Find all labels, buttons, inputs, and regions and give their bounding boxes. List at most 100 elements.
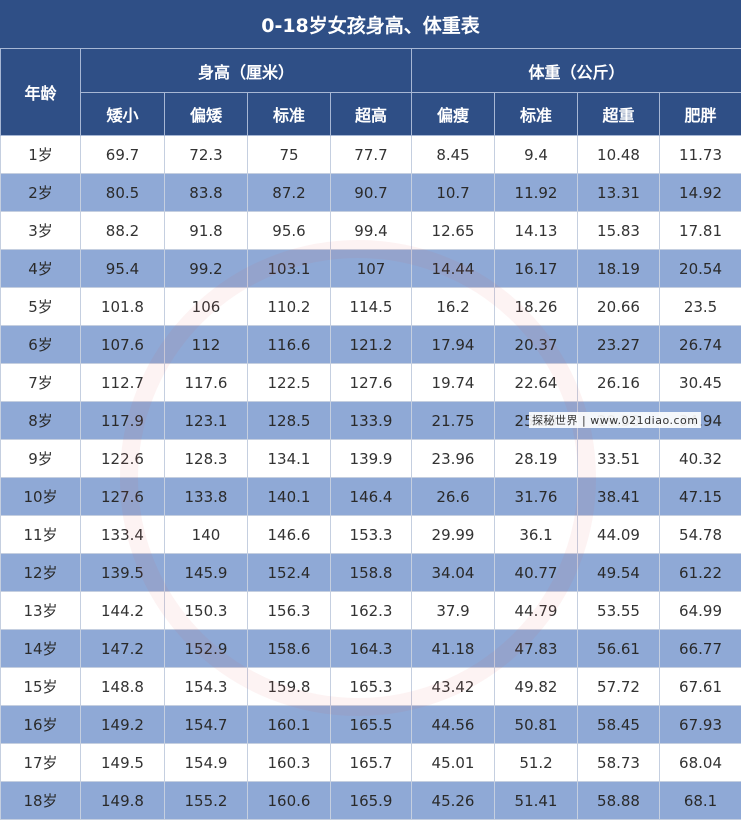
header-col: 超重 xyxy=(577,92,661,136)
age-cell: 15岁 xyxy=(0,667,81,706)
value-cell: 153.3 xyxy=(329,515,413,554)
value-cell: 40.32 xyxy=(659,439,741,478)
value-cell: 30.45 xyxy=(659,363,741,402)
value-cell: 99.2 xyxy=(164,249,248,288)
value-cell: 160.1 xyxy=(247,705,331,744)
value-cell: 112.7 xyxy=(80,363,165,402)
value-cell: 64.99 xyxy=(659,591,741,630)
table-row: 6岁 107.6 112 116.6 121.2 17.94 20.37 23.27 26.74 xyxy=(0,325,741,364)
age-cell: 17岁 xyxy=(0,743,81,782)
value-cell: 14.92 xyxy=(659,173,741,212)
value-cell: 117.6 xyxy=(164,363,248,402)
table-row: 3岁 88.2 91.8 95.6 99.4 12.65 14.13 15.83 17.81 xyxy=(0,211,741,250)
value-cell: 41.18 xyxy=(411,629,496,668)
value-cell: 68.04 xyxy=(659,743,741,782)
header-age: 年龄 xyxy=(0,48,81,136)
value-cell: 10.48 xyxy=(577,135,661,174)
age-cell: 18岁 xyxy=(0,781,81,820)
age-cell: 6岁 xyxy=(0,325,81,364)
value-cell: 10.7 xyxy=(411,173,496,212)
value-cell: 139.5 xyxy=(80,553,165,592)
value-cell: 133.8 xyxy=(164,477,248,516)
value-cell: 87.2 xyxy=(247,173,331,212)
value-cell: 107 xyxy=(329,249,413,288)
value-cell: 156.3 xyxy=(247,591,331,630)
value-cell: 127.6 xyxy=(80,477,165,516)
value-cell: 152.4 xyxy=(247,553,331,592)
age-cell: 10岁 xyxy=(0,477,81,516)
table-row: 17岁 149.5 154.9 160.3 165.7 45.01 51.2 58.73 68.… xyxy=(0,743,741,782)
value-cell: 12.65 xyxy=(411,211,496,250)
value-cell: 159.8 xyxy=(247,667,331,706)
age-cell: 3岁 xyxy=(0,211,81,250)
table-row: 5岁 101.8 106 110.2 114.5 16.2 18.26 20.66 23.5 xyxy=(0,287,741,326)
value-cell: 40.77 xyxy=(494,553,579,592)
value-cell: 149.8 xyxy=(80,781,165,820)
value-cell: 165.3 xyxy=(329,667,413,706)
value-cell: 146.6 xyxy=(247,515,331,554)
value-cell: 37.9 xyxy=(411,591,496,630)
header-col: 标准 xyxy=(247,92,331,136)
table-row: 16岁 149.2 154.7 160.1 165.5 44.56 50.81 58.45 67… xyxy=(0,705,741,744)
value-cell: 58.88 xyxy=(577,781,661,820)
value-cell: 14.13 xyxy=(494,211,579,250)
table-row: 11岁 133.4 140 146.6 153.3 29.99 36.1 44.09 54.78 xyxy=(0,515,741,554)
value-cell: 51.41 xyxy=(494,781,579,820)
age-cell: 7岁 xyxy=(0,363,81,402)
age-cell: 12岁 xyxy=(0,553,81,592)
age-cell: 13岁 xyxy=(0,591,81,630)
value-cell: 75 xyxy=(247,135,331,174)
value-cell: 154.9 xyxy=(164,743,248,782)
value-cell: 11.73 xyxy=(659,135,741,174)
value-cell: 91.8 xyxy=(164,211,248,250)
value-cell: 44.79 xyxy=(494,591,579,630)
table-row: 13岁 144.2 150.3 156.3 162.3 37.9 44.79 53.55 64.… xyxy=(0,591,741,630)
value-cell: 145.9 xyxy=(164,553,248,592)
value-cell: 122.5 xyxy=(247,363,331,402)
value-cell: 8.45 xyxy=(411,135,496,174)
value-cell: 140.1 xyxy=(247,477,331,516)
header-col: 偏瘦 xyxy=(411,92,496,136)
value-cell: 150.3 xyxy=(164,591,248,630)
value-cell: 49.82 xyxy=(494,667,579,706)
value-cell: 45.01 xyxy=(411,743,496,782)
value-cell: 18.19 xyxy=(577,249,661,288)
value-cell: 158.8 xyxy=(329,553,413,592)
header-col: 肥胖 xyxy=(659,92,741,136)
value-cell: 26.74 xyxy=(659,325,741,364)
value-cell: 144.2 xyxy=(80,591,165,630)
age-cell: 8岁 xyxy=(0,401,81,440)
value-cell: 155.2 xyxy=(164,781,248,820)
value-cell: 95.4 xyxy=(80,249,165,288)
value-cell: 128.3 xyxy=(164,439,248,478)
value-cell: 106 xyxy=(164,287,248,326)
value-cell: 149.5 xyxy=(80,743,165,782)
value-cell: 127.6 xyxy=(329,363,413,402)
value-cell: 31.76 xyxy=(494,477,579,516)
age-cell: 14岁 xyxy=(0,629,81,668)
value-cell: 50.81 xyxy=(494,705,579,744)
value-cell: 72.3 xyxy=(164,135,248,174)
value-cell: 26.16 xyxy=(577,363,661,402)
value-cell: 101.8 xyxy=(80,287,165,326)
value-cell: 14.44 xyxy=(411,249,496,288)
value-cell: 45.26 xyxy=(411,781,496,820)
value-cell: 110.2 xyxy=(247,287,331,326)
value-cell: 16.17 xyxy=(494,249,579,288)
value-cell: 47.83 xyxy=(494,629,579,668)
value-cell: 90.7 xyxy=(329,173,413,212)
age-cell: 16岁 xyxy=(0,705,81,744)
value-cell: 164.3 xyxy=(329,629,413,668)
value-cell: 134.1 xyxy=(247,439,331,478)
value-cell: 67.61 xyxy=(659,667,741,706)
value-cell: 54.78 xyxy=(659,515,741,554)
value-cell: 57.72 xyxy=(577,667,661,706)
value-cell: 19.74 xyxy=(411,363,496,402)
value-cell: 77.7 xyxy=(329,135,413,174)
value-cell: 114.5 xyxy=(329,287,413,326)
value-cell: 20.54 xyxy=(659,249,741,288)
value-cell: 116.6 xyxy=(247,325,331,364)
value-cell: 133.9 xyxy=(329,401,413,440)
value-cell: 146.4 xyxy=(329,477,413,516)
value-cell: 49.54 xyxy=(577,553,661,592)
